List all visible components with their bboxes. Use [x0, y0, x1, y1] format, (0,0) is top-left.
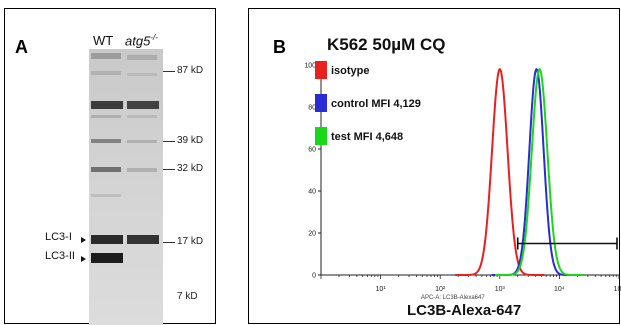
lane-label-atg5-sup: -/-: [150, 33, 158, 42]
marker-7kd: 7 kD: [177, 291, 198, 302]
lane-label-atg5-text: atg5: [125, 33, 151, 49]
lane-label-atg5: atg5-/-: [125, 33, 158, 48]
legend-swatch-2: [315, 127, 327, 145]
y-tick-label: 100: [304, 63, 316, 70]
panel-b-label: B: [273, 37, 286, 57]
marker-17kd: 17 kD: [177, 236, 204, 247]
legend-swatch-1: [315, 94, 327, 112]
arrow-lc3-ii-icon: [81, 256, 86, 262]
panel-a: A WT atg5-/- 87: [4, 8, 216, 325]
legend-label-1: control MFI 4,129: [331, 98, 421, 110]
panel-a-label: A: [15, 37, 28, 57]
legend-swatch-0: [315, 61, 327, 79]
histogram-legend: isotype control MFI 4,129 test MFI 4,648: [315, 61, 421, 145]
y-tick-label: 40: [308, 189, 316, 196]
x-axis-parameter: APC-A: LC3B-Alexa647: [421, 295, 485, 301]
legend-label-0: isotype: [331, 65, 370, 77]
marker-32kd: 32 kD: [177, 163, 204, 174]
x-tick-label: 10³: [495, 286, 506, 293]
panel-b: B K562 50µM CQ 0 20 40 60 80 100 10¹ 10² 10³ 10⁴ 1…: [248, 8, 621, 324]
flow-histogram: 0 20 40 60 80 100 10¹ 10² 10³ 10⁴ 10⁵ isotype contr…: [304, 61, 621, 293]
legend-label-2: test MFI 4,648: [331, 131, 403, 143]
x-axis-label: LC3B-Alexa-647: [407, 302, 522, 319]
marker-tick-32: [163, 169, 175, 170]
marker-87kd: 87 kD: [177, 65, 204, 76]
arrow-lc3-i-icon: [81, 237, 86, 243]
marker-39kd: 39 kD: [177, 135, 204, 146]
y-tick-label: 0: [312, 273, 316, 280]
histogram-curves: [455, 67, 585, 276]
y-tick-label: 20: [308, 231, 316, 238]
lane-label-wt: WT: [93, 33, 114, 48]
marker-tick-17: [163, 242, 175, 243]
y-tick-label: 60: [308, 147, 316, 154]
band-label-lc3-ii: LC3-II: [45, 250, 75, 262]
marker-tick-39: [163, 141, 175, 142]
x-tick-label: 10¹: [376, 286, 387, 293]
x-tick-label: 10⁴: [554, 286, 565, 293]
chart-title: K562 50µM CQ: [327, 35, 446, 54]
marker-tick-87: [163, 71, 175, 72]
series-curve-2: [494, 68, 585, 276]
x-tick-label: 10²: [435, 286, 446, 293]
series-curve-0: [455, 68, 545, 276]
x-tick-label: 10⁵: [614, 286, 621, 293]
band-label-lc3-i: LC3-I: [45, 231, 72, 243]
histogram-gate: [516, 237, 618, 250]
western-blot-image: [89, 49, 163, 325]
y-tick-label: 80: [308, 105, 316, 112]
